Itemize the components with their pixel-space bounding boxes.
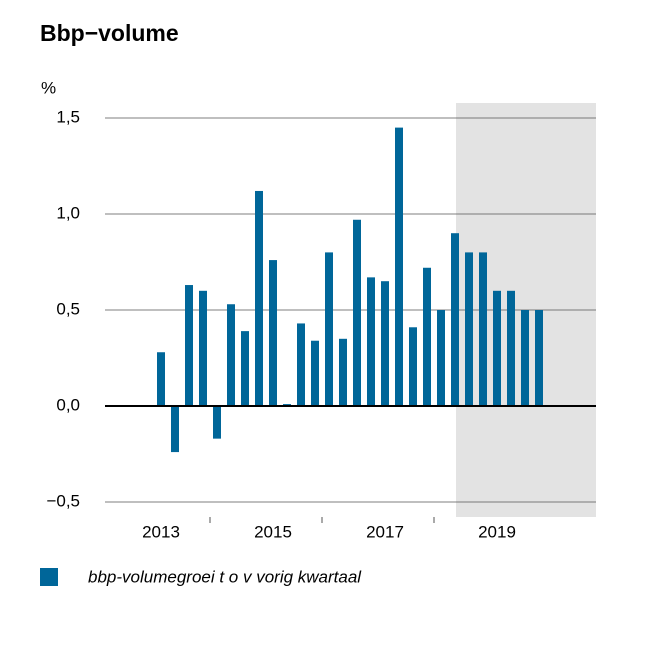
bar bbox=[493, 290, 501, 406]
legend-swatch bbox=[40, 568, 58, 586]
bar bbox=[353, 219, 361, 406]
y-axis-label: % bbox=[41, 78, 56, 97]
x-tick-label: 2015 bbox=[254, 522, 292, 541]
bar bbox=[465, 252, 473, 406]
bar bbox=[241, 331, 249, 406]
y-tick-label: 0,5 bbox=[56, 299, 80, 318]
x-tick-label: 2019 bbox=[478, 522, 516, 541]
bar bbox=[227, 304, 235, 406]
chart-title: Bbp−volume bbox=[40, 20, 179, 46]
y-tick-label: 1,0 bbox=[56, 203, 80, 222]
bar bbox=[395, 127, 403, 406]
bar bbox=[409, 327, 417, 406]
legend-label: bbp-volumegroei t o v vorig kwartaal bbox=[88, 567, 362, 586]
bar bbox=[255, 190, 263, 406]
bar bbox=[451, 233, 459, 406]
bar bbox=[339, 338, 347, 406]
bar bbox=[269, 260, 277, 406]
bar bbox=[297, 323, 305, 406]
x-tick-label: 2013 bbox=[142, 522, 180, 541]
bar bbox=[311, 340, 319, 406]
y-tick-label: 1,5 bbox=[56, 107, 80, 126]
bar bbox=[185, 285, 193, 406]
bar bbox=[535, 310, 543, 406]
bar bbox=[521, 310, 529, 406]
bar bbox=[507, 290, 515, 406]
bar bbox=[325, 252, 333, 406]
bar bbox=[423, 267, 431, 406]
bar bbox=[479, 252, 487, 406]
bar bbox=[157, 352, 165, 406]
x-tick-label: 2017 bbox=[366, 522, 404, 541]
bar bbox=[437, 310, 445, 406]
bar bbox=[367, 277, 375, 406]
bar bbox=[213, 406, 221, 439]
bar bbox=[199, 290, 207, 406]
bar bbox=[171, 406, 179, 453]
y-tick-label: −0,5 bbox=[46, 491, 80, 510]
bar bbox=[381, 281, 389, 406]
y-tick-label: 0,0 bbox=[56, 395, 80, 414]
